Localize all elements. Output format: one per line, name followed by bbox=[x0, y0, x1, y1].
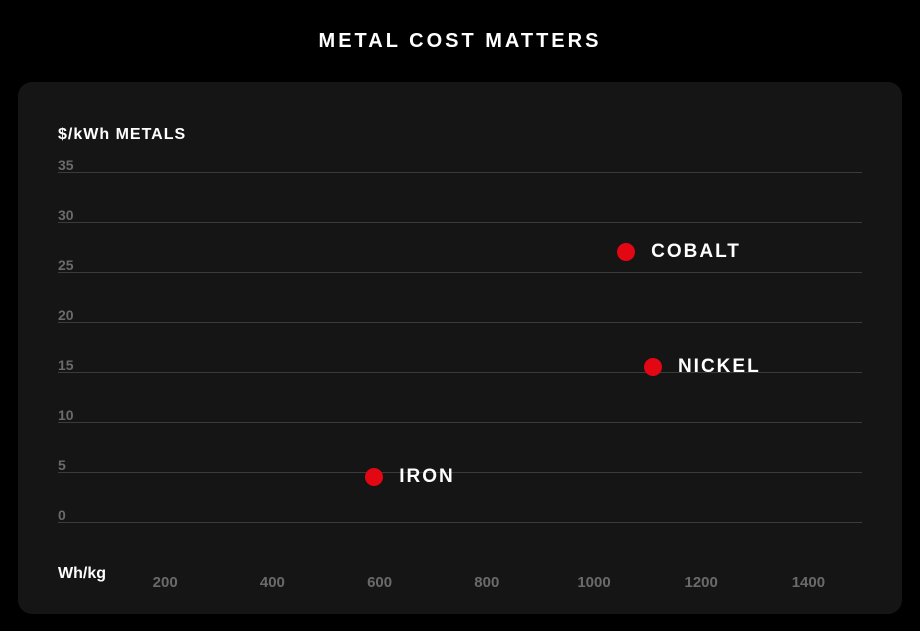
y-tick-label: 0 bbox=[58, 507, 66, 523]
y-tick-label: 15 bbox=[58, 357, 74, 373]
y-axis-label: $/kWh METALS bbox=[58, 126, 186, 144]
chart-plot: $/kWh METALS 0 5 10 15 20 25 30 35 200 400 600 800 1… bbox=[18, 82, 902, 614]
page-title: METAL COST MATTERS bbox=[0, 30, 920, 53]
gridline bbox=[58, 322, 862, 323]
y-tick-label: 10 bbox=[58, 407, 74, 423]
x-tick-label: 1000 bbox=[577, 574, 610, 591]
data-point-cobalt bbox=[617, 243, 635, 261]
x-tick-label: 400 bbox=[260, 574, 285, 591]
x-tick-label: 800 bbox=[474, 574, 499, 591]
data-point-nickel bbox=[644, 358, 662, 376]
gridline bbox=[58, 522, 862, 523]
y-tick-label: 5 bbox=[58, 457, 66, 473]
gridline bbox=[58, 272, 862, 273]
x-tick-label: 1400 bbox=[792, 574, 825, 591]
y-tick-label: 25 bbox=[58, 257, 74, 273]
x-tick-label: 600 bbox=[367, 574, 392, 591]
gridline bbox=[58, 472, 862, 473]
data-point-label-iron: IRON bbox=[399, 466, 455, 488]
y-tick-label: 35 bbox=[58, 157, 74, 173]
x-tick-label: 200 bbox=[153, 574, 178, 591]
chart-panel: $/kWh METALS 0 5 10 15 20 25 30 35 200 400 600 800 1… bbox=[18, 82, 902, 614]
gridline bbox=[58, 422, 862, 423]
data-point-label-cobalt: COBALT bbox=[651, 241, 741, 263]
data-point-iron bbox=[365, 468, 383, 486]
x-tick-label: 1200 bbox=[685, 574, 718, 591]
gridline bbox=[58, 172, 862, 173]
y-tick-label: 30 bbox=[58, 207, 74, 223]
gridline bbox=[58, 222, 862, 223]
data-point-label-nickel: NICKEL bbox=[678, 356, 761, 378]
x-axis-unit-label: Wh/kg bbox=[58, 565, 106, 583]
y-tick-label: 20 bbox=[58, 307, 74, 323]
